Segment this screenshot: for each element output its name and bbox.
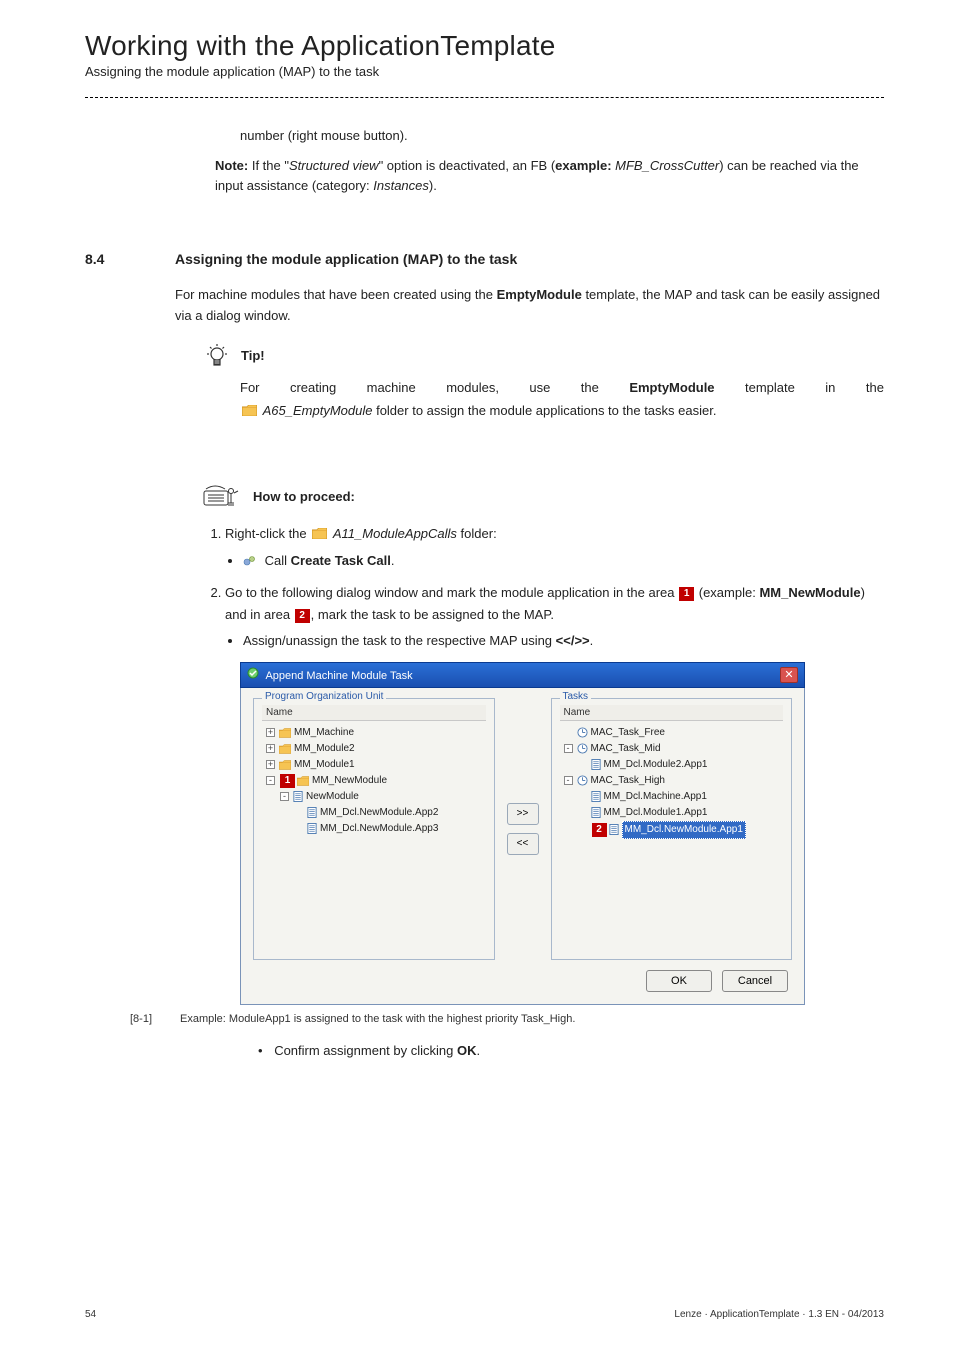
section-header: 8.4 Assigning the module application (MA… xyxy=(85,251,884,267)
step-2-sub: Assign/unassign the task to the respecti… xyxy=(243,630,884,652)
tip-header: Tip! xyxy=(203,344,884,368)
tree-row[interactable]: MM_Dcl.Machine.App1 xyxy=(562,789,782,805)
assign-left-button[interactable]: << xyxy=(507,833,539,855)
assign-buttons: >> << xyxy=(505,698,541,960)
figure-caption: [8-1] Example: ModuleApp1 is assigned to… xyxy=(130,1013,884,1025)
cancel-button[interactable]: Cancel xyxy=(722,970,788,992)
keyboard-icon xyxy=(203,485,243,509)
right-tree[interactable]: MAC_Task_Free-MAC_Task_MidMM_Dcl.Module2… xyxy=(560,721,784,951)
step-1-sub: Call Create Task Call. xyxy=(243,550,884,572)
dialog-title: Append Machine Module Task xyxy=(265,670,412,682)
confirm-line: Confirm assignment by clicking OK. xyxy=(258,1043,884,1058)
page-footer: 54 Lenze · ApplicationTemplate · 1.3 EN … xyxy=(85,1309,884,1320)
tree-row[interactable]: 2MM_Dcl.NewModule.App1 xyxy=(562,821,782,839)
right-col-header: Name xyxy=(560,705,784,721)
right-group: Tasks Name MAC_Task_Free-MAC_Task_MidMM_… xyxy=(551,698,793,960)
proceed-header: How to proceed: xyxy=(203,485,884,509)
tip-label: Tip! xyxy=(241,344,265,363)
intro-tail: number (right mouse button). xyxy=(240,126,884,146)
tree-row[interactable]: -MAC_Task_High xyxy=(562,773,782,789)
dialog-icon xyxy=(247,667,259,679)
callout-badge-2: 2 xyxy=(295,609,310,623)
gears-icon xyxy=(243,555,257,567)
tip-body: Forcreatingmachinemodules,usetheEmptyMod… xyxy=(240,376,884,423)
steps-list: Right-click the A11_ModuleAppCalls folde… xyxy=(205,523,884,651)
caption-ref: [8-1] xyxy=(130,1013,168,1025)
callout-badge-1: 1 xyxy=(679,587,694,601)
step-2: Go to the following dialog window and ma… xyxy=(225,582,884,652)
tree-row[interactable]: +MM_Module1 xyxy=(264,757,484,773)
page-subtitle: Assigning the module application (MAP) t… xyxy=(85,64,884,79)
left-group-label: Program Organization Unit xyxy=(262,691,386,702)
folder-icon xyxy=(312,528,327,539)
tree-row[interactable]: MAC_Task_Free xyxy=(562,725,782,741)
divider xyxy=(85,97,884,98)
caption-text: Example: ModuleApp1 is assigned to the t… xyxy=(180,1013,575,1025)
right-group-label: Tasks xyxy=(560,691,592,702)
left-group: Program Organization Unit Name +MM_Machi… xyxy=(253,698,495,960)
left-col-header: Name xyxy=(262,705,486,721)
dialog-screenshot: Append Machine Module Task ✕ Program Org… xyxy=(240,662,805,1005)
page-number: 54 xyxy=(85,1309,96,1320)
tree-row[interactable]: +MM_Machine xyxy=(264,725,484,741)
step-1: Right-click the A11_ModuleAppCalls folde… xyxy=(225,523,884,571)
tree-row[interactable]: MM_Dcl.NewModule.App2 xyxy=(264,805,484,821)
note-block: Note: If the "Structured view" option is… xyxy=(215,156,884,196)
tree-row[interactable]: MM_Dcl.Module1.App1 xyxy=(562,805,782,821)
tree-row[interactable]: -1MM_NewModule xyxy=(264,773,484,789)
folder-icon xyxy=(242,405,257,416)
footer-text: Lenze · ApplicationTemplate · 1.3 EN - 0… xyxy=(674,1309,884,1320)
proceed-label: How to proceed: xyxy=(253,485,355,504)
section-number: 8.4 xyxy=(85,251,175,267)
note-label: Note: xyxy=(215,158,248,173)
ok-button[interactable]: OK xyxy=(646,970,712,992)
tree-row[interactable]: -MAC_Task_Mid xyxy=(562,741,782,757)
left-tree[interactable]: +MM_Machine+MM_Module2+MM_Module1-1MM_Ne… xyxy=(262,721,486,951)
tree-row[interactable]: MM_Dcl.Module2.App1 xyxy=(562,757,782,773)
lightbulb-icon xyxy=(203,344,231,368)
dialog-titlebar: Append Machine Module Task ✕ xyxy=(240,662,805,688)
assign-right-button[interactable]: >> xyxy=(507,803,539,825)
tree-row[interactable]: -NewModule xyxy=(264,789,484,805)
close-button[interactable]: ✕ xyxy=(780,667,798,683)
section-title: Assigning the module application (MAP) t… xyxy=(175,251,517,267)
section-para: For machine modules that have been creat… xyxy=(175,285,884,325)
tree-row[interactable]: MM_Dcl.NewModule.App3 xyxy=(264,821,484,837)
page-title: Working with the ApplicationTemplate xyxy=(85,30,884,62)
tree-row[interactable]: +MM_Module2 xyxy=(264,741,484,757)
